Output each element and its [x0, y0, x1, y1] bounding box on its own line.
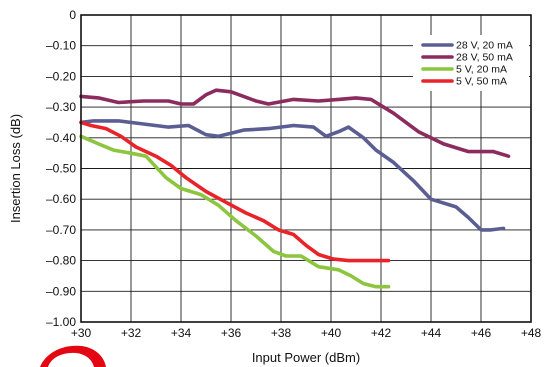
y-axis-label: Insertion Loss (dB) — [8, 114, 23, 223]
y-tick-label: –0.20 — [46, 69, 76, 83]
x-tick-label: +38 — [271, 326, 292, 340]
legend-label: 28 V, 20 mA — [456, 40, 513, 52]
x-tick-label: +42 — [371, 326, 392, 340]
series-lines — [79, 88, 511, 289]
legend-label: 28 V, 50 mA — [456, 52, 513, 64]
x-tick-label: +44 — [421, 326, 442, 340]
y-tick-label: –0.80 — [46, 254, 76, 268]
y-tick-label: –0.50 — [46, 162, 76, 176]
x-tick-label: +40 — [321, 326, 342, 340]
series-line — [79, 134, 391, 289]
x-tick-label: +36 — [221, 326, 242, 340]
x-tick-label: +34 — [171, 326, 192, 340]
series-line — [79, 88, 511, 158]
y-tick-label: –0.90 — [46, 284, 76, 298]
y-tick-label: –0.30 — [46, 100, 76, 114]
x-tick-label: +48 — [521, 326, 542, 340]
x-axis-ticks: +30 +32 +34 +36 +38 +40 +42 +44 +46 +48 — [71, 326, 542, 340]
series-line — [79, 120, 391, 263]
y-tick-label: –0.10 — [46, 39, 76, 53]
red-logo-swoosh-icon — [40, 345, 106, 367]
y-tick-label: 0 — [69, 8, 76, 22]
plot-frame — [80, 14, 532, 323]
x-axis-label: Input Power (dBm) — [252, 350, 360, 365]
x-tick-label: +30 — [71, 326, 92, 340]
series-line — [79, 119, 506, 232]
legend-label: 5 V, 20 mA — [456, 64, 507, 76]
y-tick-label: –0.60 — [46, 192, 76, 206]
legend-label: 5 V, 50 mA — [456, 76, 507, 88]
y-axis-ticks: 0 –0.10 –0.20 –0.30 –0.40 –0.50 –0.60 –0.70 –0.8… — [46, 8, 76, 329]
y-tick-label: –1.00 — [46, 315, 76, 329]
x-tick-label: +46 — [471, 326, 492, 340]
y-tick-label: –0.40 — [46, 131, 76, 145]
y-tick-label: –0.70 — [46, 223, 76, 237]
x-tick-label: +32 — [121, 326, 142, 340]
